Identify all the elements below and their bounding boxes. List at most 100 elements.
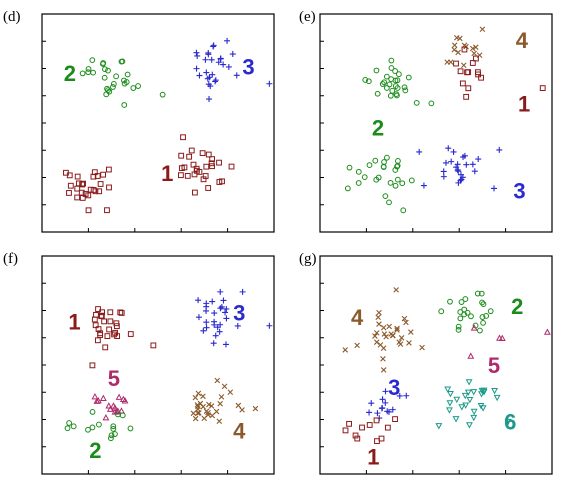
data-point-cluster-2 [121, 80, 128, 87]
data-point-cluster-4 [239, 407, 245, 413]
data-point-cluster-1 [473, 55, 479, 62]
data-point-cluster-2 [110, 426, 117, 432]
data-point-cluster-3 [211, 318, 218, 325]
data-point-cluster-4 [190, 410, 197, 417]
data-point-cluster-2 [455, 323, 462, 330]
data-point-cluster-1 [101, 318, 108, 325]
cluster-label-3: 3 [242, 54, 254, 79]
data-point-cluster-3 [209, 298, 216, 305]
data-point-cluster-5 [99, 394, 107, 401]
data-point-cluster-1 [117, 309, 124, 316]
data-point-cluster-2 [392, 167, 399, 173]
data-point-cluster-1 [97, 330, 104, 337]
data-point-cluster-1 [178, 152, 185, 159]
data-point-cluster-3 [215, 59, 222, 66]
data-point-cluster-3 [210, 43, 217, 50]
data-point-cluster-1 [74, 194, 81, 201]
data-point-cluster-2 [483, 313, 490, 319]
data-point-cluster-4 [217, 400, 223, 407]
data-point-cluster-1 [181, 164, 188, 171]
data-point-cluster-2 [108, 435, 114, 442]
data-point-cluster-2 [372, 157, 379, 164]
data-point-cluster-2 [374, 90, 381, 97]
cluster-label-4: 4 [351, 305, 364, 330]
data-point-cluster-2 [101, 74, 108, 81]
data-point-cluster-2 [468, 313, 474, 320]
data-point-cluster-2 [365, 78, 372, 85]
data-point-cluster-1 [228, 163, 235, 170]
data-point-cluster-1 [102, 344, 109, 351]
data-point-cluster-1 [465, 69, 472, 76]
cluster-label-4: 4 [233, 418, 246, 443]
data-point-cluster-4 [373, 330, 380, 336]
data-point-cluster-4 [372, 333, 378, 339]
data-point-cluster-2 [464, 309, 471, 316]
data-point-cluster-1 [453, 60, 459, 67]
panel-tag: (e) [299, 9, 316, 25]
data-point-cluster-3 [204, 75, 211, 82]
data-point-cluster-3 [217, 305, 224, 312]
data-point-cluster-2 [379, 81, 386, 87]
data-point-cluster-2 [383, 73, 390, 80]
data-point-cluster-6 [491, 387, 499, 395]
plot-frame [41, 13, 275, 233]
data-point-cluster-3 [209, 71, 216, 78]
data-point-cluster-2 [361, 174, 368, 181]
data-point-cluster-1 [87, 186, 94, 193]
data-point-cluster-1 [478, 74, 484, 81]
data-point-cluster-2 [393, 91, 400, 98]
data-point-cluster-2 [387, 92, 394, 99]
data-point-cluster-1 [378, 435, 385, 442]
panel-tag: (f) [3, 251, 18, 267]
data-point-cluster-3 [440, 168, 447, 175]
data-point-cluster-3 [374, 410, 381, 417]
data-point-cluster-1 [118, 310, 125, 316]
data-point-cluster-1 [346, 420, 352, 427]
data-point-cluster-3 [193, 65, 200, 72]
data-point-cluster-4 [213, 408, 220, 415]
data-point-cluster-3 [217, 55, 224, 62]
data-point-cluster-1 [106, 326, 113, 333]
data-point-cluster-2 [480, 301, 487, 307]
data-point-cluster-2 [399, 180, 406, 187]
data-point-cluster-3 [471, 168, 478, 175]
data-point-cluster-4 [451, 42, 458, 48]
data-point-cluster-1 [106, 184, 112, 191]
data-point-cluster-2 [392, 83, 399, 89]
cluster-label-2: 2 [511, 294, 523, 319]
data-point-cluster-3 [266, 322, 273, 329]
data-point-cluster-2 [375, 174, 382, 181]
data-point-cluster-2 [402, 87, 409, 94]
cluster-label-2: 2 [64, 61, 76, 86]
data-point-cluster-1 [461, 46, 468, 53]
data-point-cluster-2 [487, 308, 494, 315]
data-point-cluster-6 [462, 402, 470, 409]
data-point-cluster-5 [114, 407, 122, 414]
data-point-cluster-2 [405, 74, 412, 81]
data-point-cluster-2 [457, 315, 464, 322]
data-point-cluster-2 [394, 163, 400, 170]
data-point-cluster-4 [460, 62, 467, 69]
data-point-cluster-2 [89, 409, 96, 415]
data-point-cluster-5 [106, 405, 114, 412]
data-point-cluster-3 [223, 305, 230, 312]
data-point-cluster-4 [473, 44, 479, 51]
data-point-cluster-4 [252, 405, 259, 412]
data-point-cluster-1 [66, 190, 72, 196]
data-point-cluster-4 [195, 410, 201, 416]
data-point-cluster-3 [222, 341, 229, 348]
data-point-cluster-3 [229, 51, 236, 58]
data-point-cluster-4 [447, 59, 454, 65]
data-point-cluster-2 [395, 71, 402, 78]
data-point-cluster-1 [178, 172, 184, 179]
data-point-cluster-6 [480, 387, 488, 394]
data-point-cluster-4 [403, 319, 409, 326]
data-point-cluster-3 [442, 159, 449, 166]
data-point-cluster-1 [208, 160, 215, 167]
data-point-cluster-2 [100, 60, 107, 66]
data-point-cluster-3 [195, 297, 202, 304]
data-point-cluster-1 [354, 435, 361, 442]
data-point-cluster-3 [222, 309, 229, 316]
data-point-cluster-1 [105, 166, 112, 173]
data-point-cluster-2 [113, 73, 120, 80]
